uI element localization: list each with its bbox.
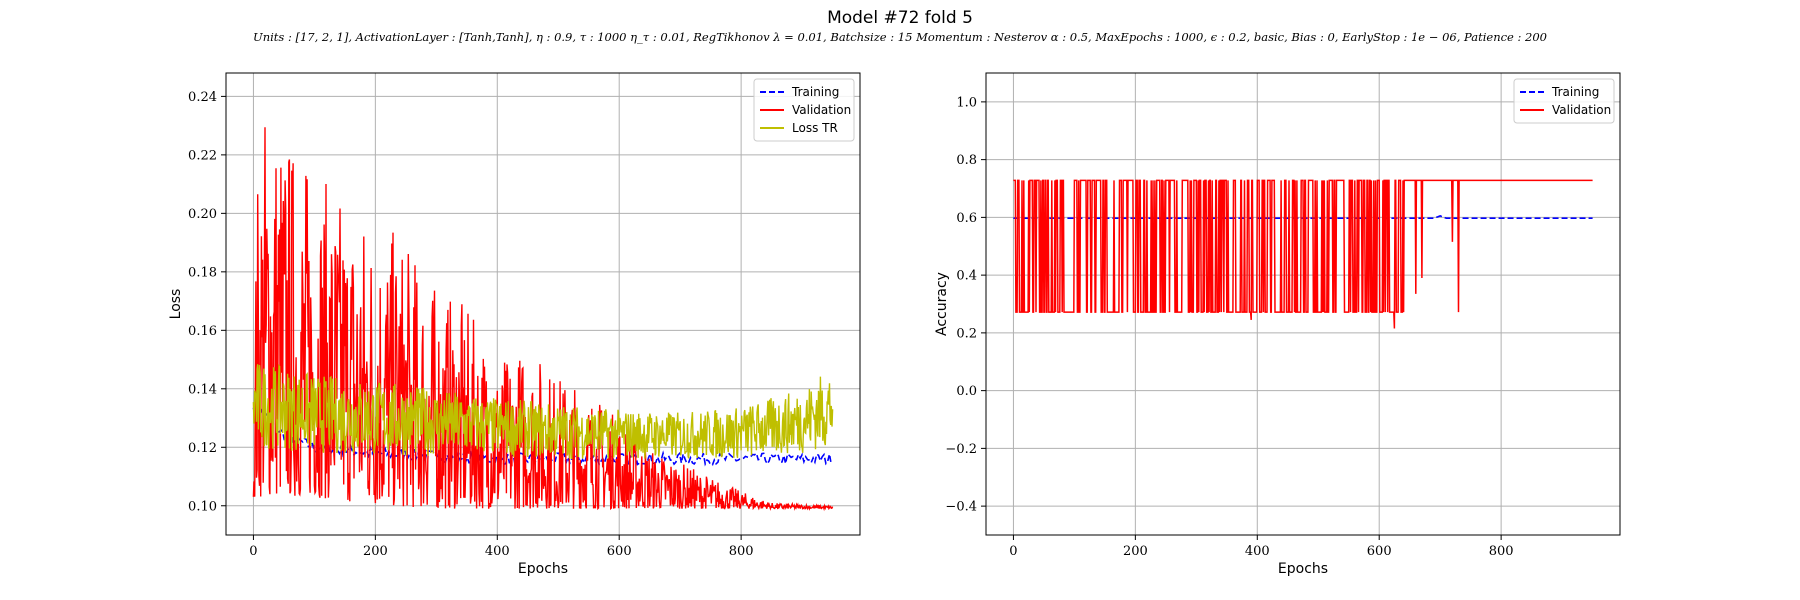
x-tick-label: 800 [1489, 544, 1514, 559]
y-tick-label: −0.4 [945, 500, 977, 515]
y-axis-label: Accuracy [934, 272, 950, 336]
x-tick-label: 600 [1367, 544, 1392, 559]
figure-title: Model #72 fold 5 [827, 8, 973, 28]
legend: Training Validation Loss TR [753, 78, 855, 142]
legend-label: Training [791, 85, 839, 99]
y-axis-label: Loss [168, 289, 184, 320]
legend-box [753, 78, 855, 142]
series-loss-tr-line [252, 363, 834, 460]
y-tick-label: 0.12 [188, 441, 217, 456]
x-tick-label: 200 [1123, 544, 1148, 559]
x-axis-label: Epochs [518, 561, 568, 577]
x-tick-label: 400 [1245, 544, 1270, 559]
chart-accuracy: 0 200 400 600 800 −0.4 −0.2 0.0 0.2 0.4 0.6 0.8 1.0 E… [934, 72, 1621, 577]
figure-subtitle: Units : [17, 2, 1], ActivationLayer : [T… [253, 30, 1547, 44]
y-tick-label: 0.10 [188, 499, 217, 514]
x-tick-label: 400 [485, 544, 510, 559]
x-axis-label: Epochs [1278, 561, 1328, 577]
legend: Training Validation [1513, 78, 1615, 124]
y-tick-label: 0.8 [956, 153, 977, 168]
y-tick-label: 0.4 [956, 269, 977, 284]
axes-frame [225, 72, 861, 536]
y-tick-label: 0.16 [188, 324, 217, 339]
series-validation-line [1013, 179, 1593, 329]
y-tick-label: 0.2 [956, 326, 977, 341]
y-tick-label: 0.14 [188, 382, 217, 397]
y-tick-label: 0.6 [956, 211, 977, 226]
chart-loss: 0 200 400 600 800 0.10 0.12 0.14 0.16 0.18 0.20 0.2… [168, 72, 861, 577]
y-tick-label: −0.2 [945, 442, 977, 457]
y-tick-label: 0.22 [188, 148, 217, 163]
legend-label: Loss TR [792, 121, 838, 135]
x-tick-label: 0 [249, 544, 257, 559]
legend-label: Validation [792, 103, 851, 117]
y-tick-label: 0.18 [188, 265, 217, 280]
x-tick-label: 200 [363, 544, 388, 559]
legend-box [1513, 78, 1615, 124]
y-tick-label: 0.20 [188, 207, 217, 222]
legend-label: Validation [1552, 103, 1611, 117]
legend-label: Training [1551, 85, 1599, 99]
axes-frame [985, 72, 1621, 536]
plot-area [252, 127, 834, 512]
y-tick-label: 0.24 [188, 90, 217, 105]
x-tick-label: 600 [607, 544, 632, 559]
plot-area [1013, 179, 1593, 329]
x-tick-label: 800 [729, 544, 754, 559]
y-tick-label: 1.0 [956, 95, 977, 110]
x-tick-label: 0 [1009, 544, 1017, 559]
y-tick-label: 0.0 [956, 384, 977, 399]
